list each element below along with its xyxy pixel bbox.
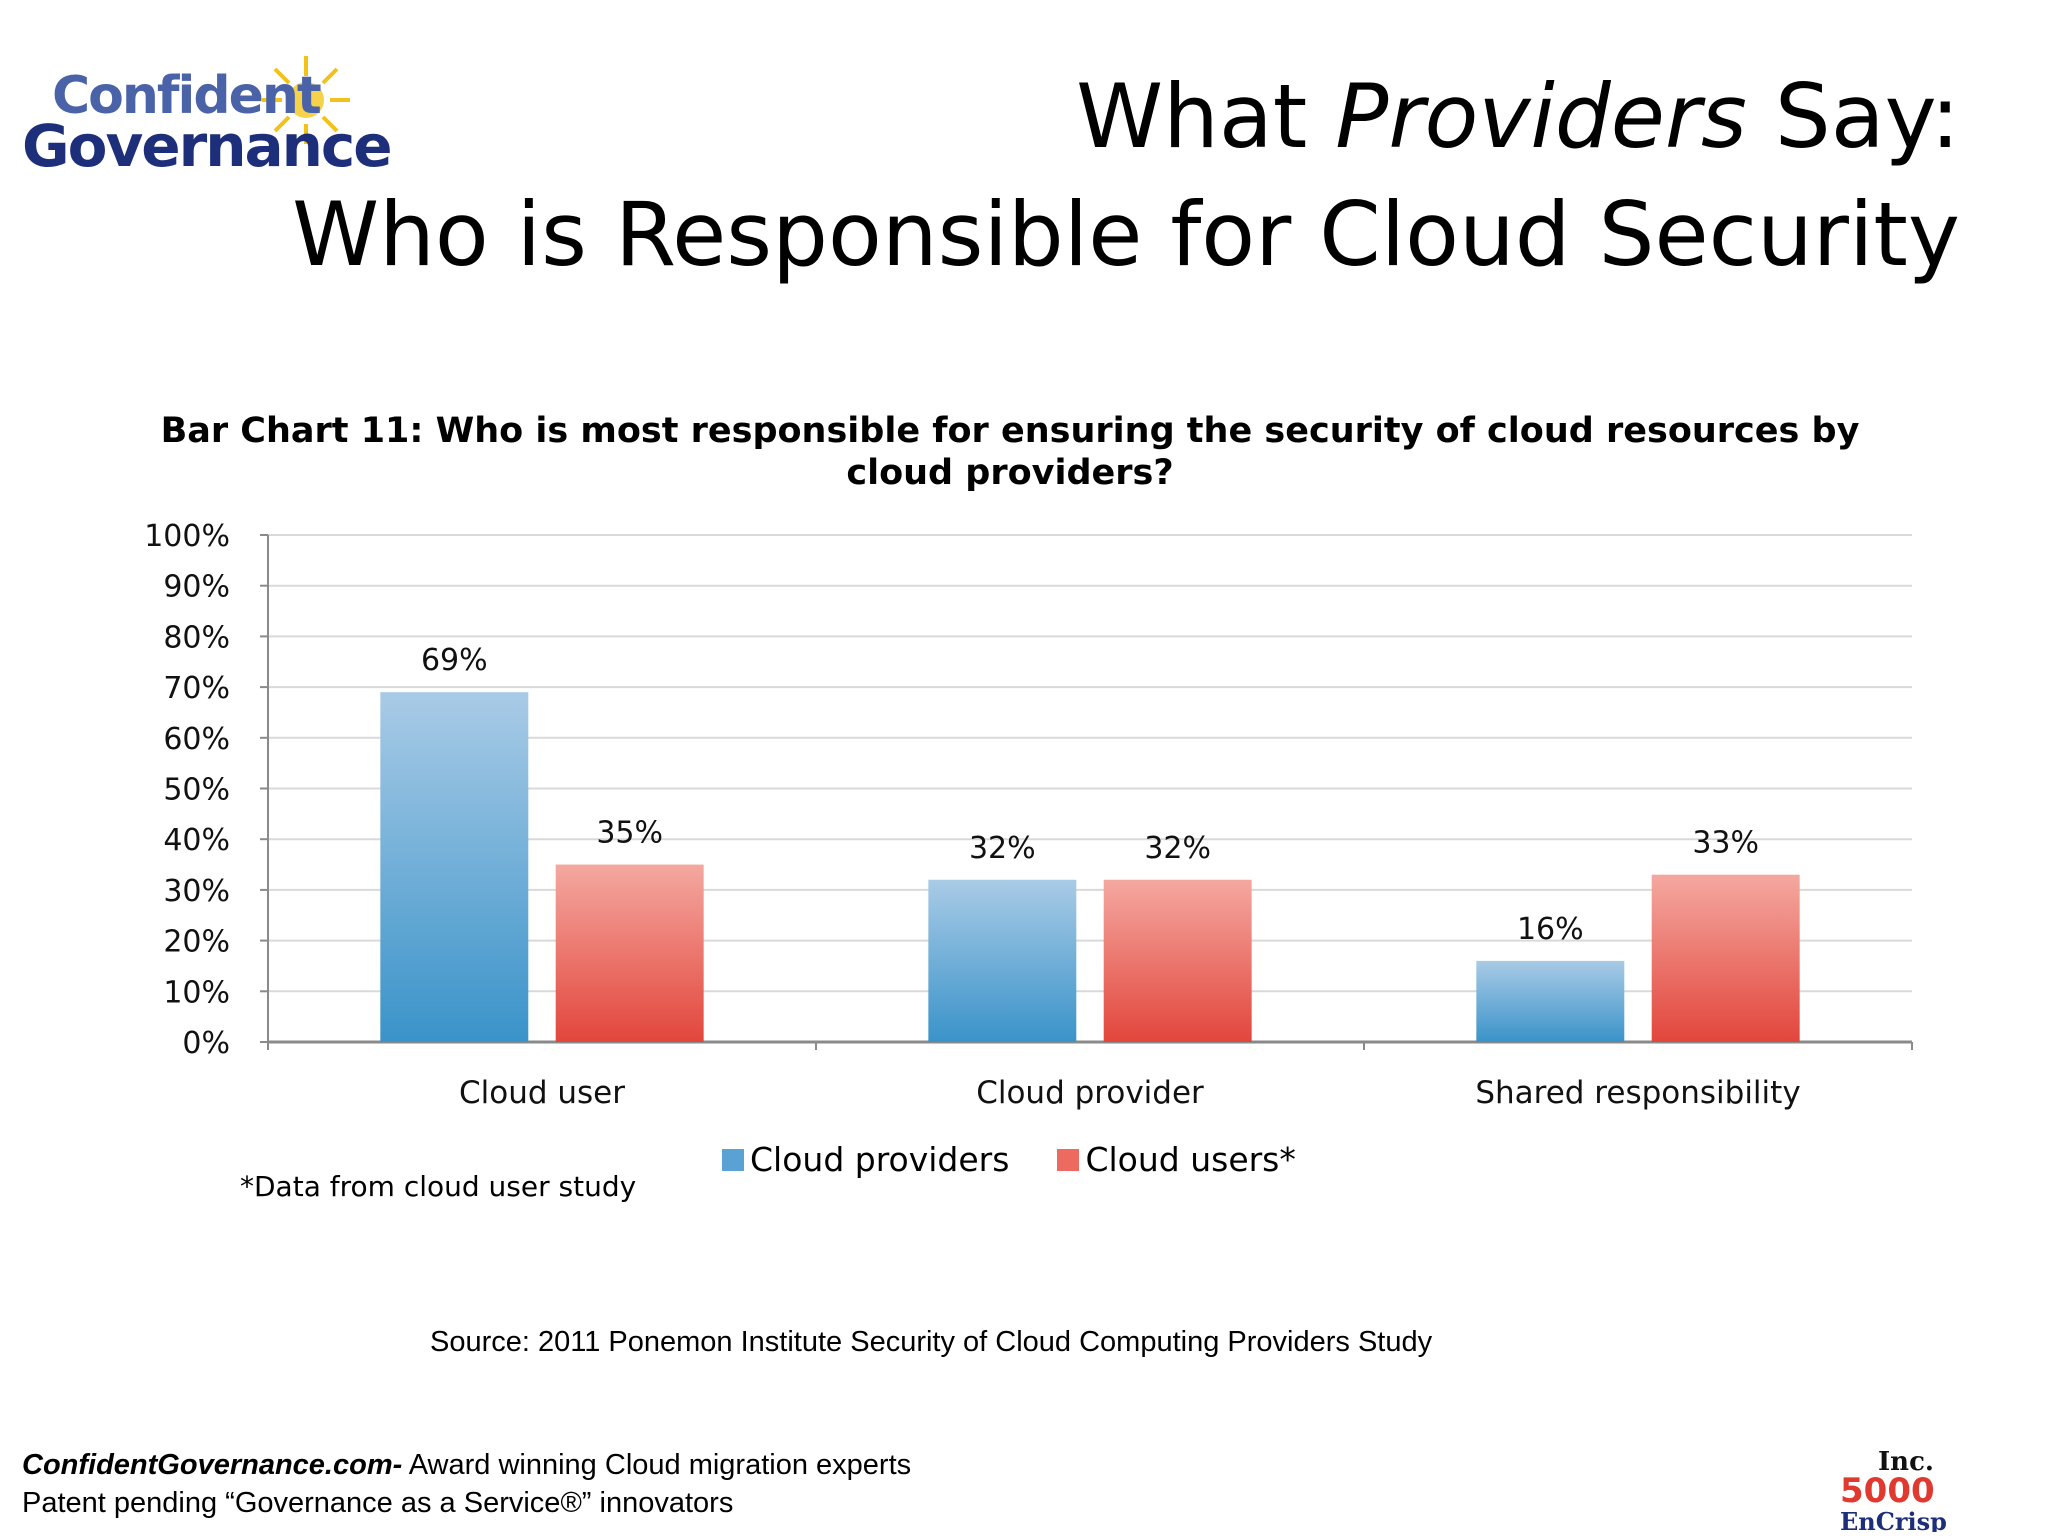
y-tick-label: 10%: [163, 975, 230, 1010]
legend-swatch-cloud-users: [1057, 1148, 1080, 1171]
footer-tagline: Award winning Cloud migration experts: [402, 1449, 912, 1481]
slide-title: What Providers Say: Who is Responsible f…: [292, 58, 1960, 294]
badge-bottom-text: EnCrisp: [1840, 1507, 1947, 1532]
data-label: 32%: [1144, 831, 1211, 866]
logo-line-2: Governance: [22, 112, 393, 180]
chart-footnote: *Data from cloud user study: [240, 1170, 637, 1203]
y-tick-label: 20%: [163, 925, 230, 960]
legend-label-cloud-users: Cloud users*: [1085, 1140, 1296, 1179]
logo-line-1: Confident: [52, 66, 322, 126]
y-tick-label: 90%: [163, 570, 230, 605]
data-label: 33%: [1692, 826, 1759, 861]
badge-top-text: Inc.: [1878, 1447, 1934, 1477]
category-label: Cloud provider: [976, 1075, 1204, 1111]
y-tick-label: 0%: [182, 1026, 230, 1061]
legend-item-cloud-providers: Cloud providers: [722, 1140, 1009, 1179]
footer-line-1: ConfidentGovernance.com- Award winning C…: [22, 1446, 911, 1484]
sun-icon: [262, 56, 350, 144]
y-tick-label: 50%: [163, 773, 230, 808]
data-label: 32%: [969, 831, 1036, 866]
y-tick-label: 60%: [163, 722, 230, 757]
bar-cloud-users: [1651, 874, 1800, 1042]
data-label: 69%: [421, 643, 488, 678]
bar-cloud-providers: [380, 692, 529, 1042]
title-line-2: Who is Responsible for Cloud Security: [292, 183, 1960, 286]
chart-title: Bar Chart 11: Who is most responsible fo…: [160, 411, 1860, 493]
title-line-1: What Providers Say:: [1076, 65, 1960, 168]
y-tick-label: 40%: [163, 823, 230, 858]
category-label: Shared responsibility: [1475, 1075, 1800, 1111]
y-tick-label: 70%: [163, 671, 230, 706]
y-tick-label: 100%: [144, 519, 230, 554]
bar-cloud-users: [555, 864, 704, 1042]
legend-label-cloud-providers: Cloud providers: [750, 1140, 1010, 1179]
category-label: Cloud user: [459, 1075, 625, 1111]
bar-cloud-providers: [1476, 960, 1625, 1042]
y-tick-label: 30%: [163, 874, 230, 909]
chart-legend: Cloud providers Cloud users*: [722, 1140, 1344, 1179]
bar-cloud-providers: [928, 879, 1077, 1042]
bar-cloud-users: [1103, 879, 1252, 1042]
confident-governance-logo: Confident Governance: [22, 50, 393, 180]
data-label: 16%: [1517, 912, 1584, 947]
data-label: 35%: [596, 816, 663, 851]
footer: ConfidentGovernance.com- Award winning C…: [22, 1446, 911, 1522]
footer-line-2: Patent pending “Governance as a Service®…: [22, 1487, 734, 1519]
legend-swatch-cloud-providers: [722, 1148, 744, 1171]
footer-brand: ConfidentGovernance.com-: [22, 1449, 403, 1481]
legend-item-cloud-users: Cloud users*: [1057, 1140, 1296, 1179]
source-citation: Source: 2011 Ponemon Institute Security …: [430, 1326, 1433, 1358]
y-tick-label: 80%: [163, 620, 230, 655]
badge-middle-text: 5000: [1840, 1471, 1935, 1511]
inc-5000-badge: Inc. 5000 EnCrisp: [1840, 1447, 1947, 1532]
